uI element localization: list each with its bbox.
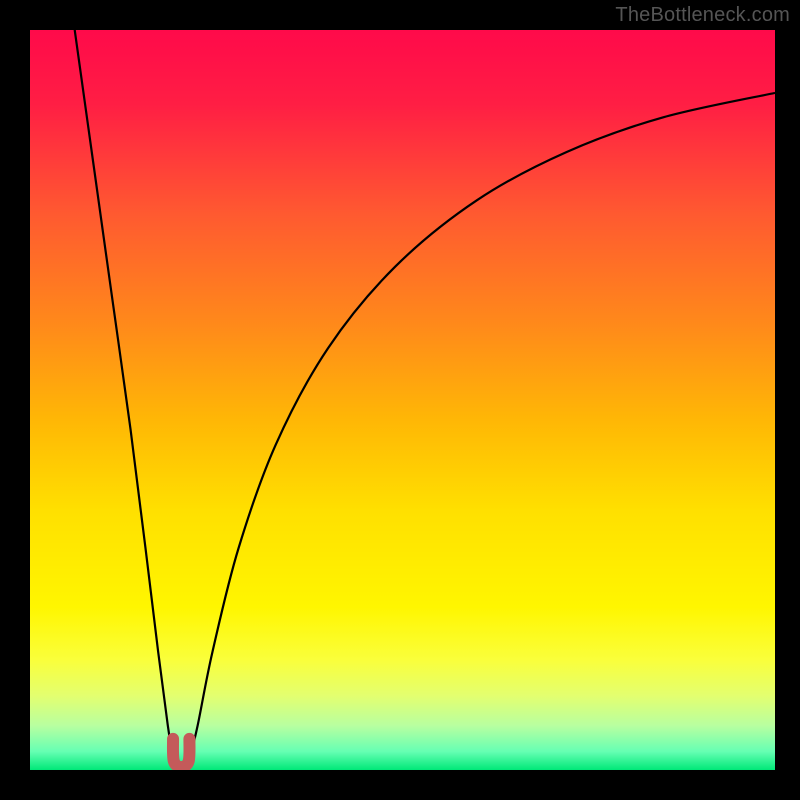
notch-marker [173,739,190,767]
figure-root: TheBottleneck.com [0,0,800,800]
curve-left-branch [75,30,174,763]
curve-right-branch [189,93,775,763]
plot-area [30,30,775,770]
curve-layer [30,30,775,770]
watermark-text: TheBottleneck.com [615,4,790,27]
